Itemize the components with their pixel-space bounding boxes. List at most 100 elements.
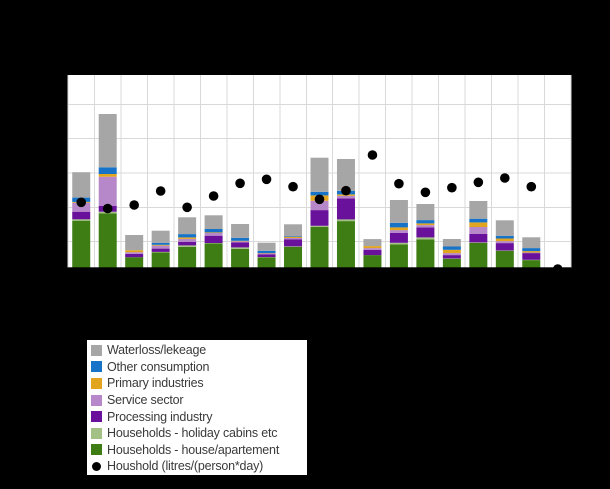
legend-item-other-consumption: Other consumption xyxy=(91,359,307,376)
bar-segment xyxy=(257,250,276,254)
bar-segment xyxy=(72,211,91,220)
legend-item-service-sector: Service sector xyxy=(91,392,307,409)
bar-segment xyxy=(231,241,250,243)
bar-segment xyxy=(231,247,250,249)
waterloss-swatch-icon xyxy=(91,344,102,356)
household-dot xyxy=(341,185,351,196)
bar-segment xyxy=(336,198,355,220)
bar-segment xyxy=(284,238,303,240)
bar-segment xyxy=(204,235,223,243)
bar-segment xyxy=(522,251,541,253)
bar-segment xyxy=(178,234,197,238)
household-dot xyxy=(155,186,166,196)
legend-item-primary-industries: Primary industries xyxy=(91,375,307,392)
bar-segment xyxy=(363,249,382,256)
bar-segment xyxy=(522,248,541,252)
bar-segment xyxy=(72,172,91,198)
bar-segment xyxy=(151,245,170,249)
bar-segment xyxy=(310,191,329,196)
bar-segment xyxy=(336,159,355,191)
household-dot-marker-icon xyxy=(92,461,101,471)
bar-segment xyxy=(469,234,488,243)
bar-segment xyxy=(98,114,117,168)
legend-item-label: Other consumption xyxy=(107,359,210,374)
bar-segment xyxy=(125,235,144,251)
bar-segment xyxy=(231,242,250,248)
bar-segment xyxy=(389,227,408,231)
bar-segment xyxy=(72,202,91,212)
bar-segment xyxy=(416,239,435,268)
bar-segment xyxy=(72,219,91,221)
legend-item-label: Households - holiday cabins etc xyxy=(107,426,278,441)
legend-item-label: Houshold (litres/(person*day) xyxy=(107,459,264,474)
bar-segment xyxy=(522,260,541,268)
legend-item-label: Processing industry xyxy=(107,409,213,424)
bar-segment xyxy=(495,220,514,236)
bar-segment xyxy=(336,219,355,222)
bar-segment xyxy=(151,230,170,243)
bar-segment xyxy=(125,257,144,268)
bar-segment xyxy=(178,245,197,247)
household-dot xyxy=(473,177,484,188)
bar-segment xyxy=(310,200,329,211)
bar-segment xyxy=(442,255,461,259)
bar-segment xyxy=(442,258,461,268)
bar-segment xyxy=(469,242,488,268)
household-dot xyxy=(261,174,272,185)
bar-segment xyxy=(495,250,514,268)
bar-segment xyxy=(231,248,250,268)
bar-segment xyxy=(98,176,117,206)
bar-segment xyxy=(336,221,355,268)
bar-segment xyxy=(178,238,197,242)
holiday-cabins-swatch-icon xyxy=(91,427,102,439)
household-dot xyxy=(208,191,219,201)
bar-segment xyxy=(363,239,382,247)
house-apartment-swatch-icon xyxy=(91,444,102,456)
bar-segment xyxy=(522,252,541,254)
bar-segment xyxy=(495,241,514,244)
household-dot xyxy=(76,197,87,208)
bar-segment xyxy=(284,239,303,247)
bar-segment xyxy=(363,255,382,268)
household-dot xyxy=(102,203,113,214)
bar-segment xyxy=(310,157,329,192)
legend-item-label: Waterloss/lekeage xyxy=(107,343,206,358)
bar-segment xyxy=(151,252,170,268)
bar-segment xyxy=(310,226,329,268)
household-dot xyxy=(314,194,325,205)
household-dot xyxy=(552,264,563,274)
bar-segment xyxy=(231,237,250,241)
bar-segment xyxy=(416,220,435,224)
bar-segment xyxy=(178,217,197,235)
bar-segment xyxy=(442,246,461,250)
household-dot xyxy=(288,181,298,192)
bar-segment xyxy=(416,227,435,238)
bar-segment xyxy=(204,243,223,268)
household-dot xyxy=(129,200,139,210)
bar-segment xyxy=(336,195,355,199)
bar-segment xyxy=(204,233,223,236)
bar-segment xyxy=(416,225,435,228)
bar-segment xyxy=(442,253,461,256)
bar-segment xyxy=(151,251,170,253)
bar-segment xyxy=(178,237,197,239)
bar-segment xyxy=(389,232,408,243)
bar-segment xyxy=(416,237,435,240)
bar-segment xyxy=(284,246,303,268)
bar-segment xyxy=(284,236,303,237)
legend-item-holiday-cabins: Households - holiday cabins etc xyxy=(91,425,307,442)
household-dot xyxy=(235,178,245,189)
bar-segment xyxy=(257,242,276,251)
household-dot xyxy=(500,173,510,183)
household-dot xyxy=(367,150,378,160)
household-dot xyxy=(420,187,431,198)
bar-segment xyxy=(284,237,303,238)
bar-segment xyxy=(389,222,408,228)
legend-item-label: Service sector xyxy=(107,393,184,408)
bar-segment xyxy=(125,253,144,258)
bar-segment xyxy=(178,246,197,268)
household-dot xyxy=(394,178,404,189)
bar-segment xyxy=(98,167,117,174)
bar-segment xyxy=(231,240,250,242)
